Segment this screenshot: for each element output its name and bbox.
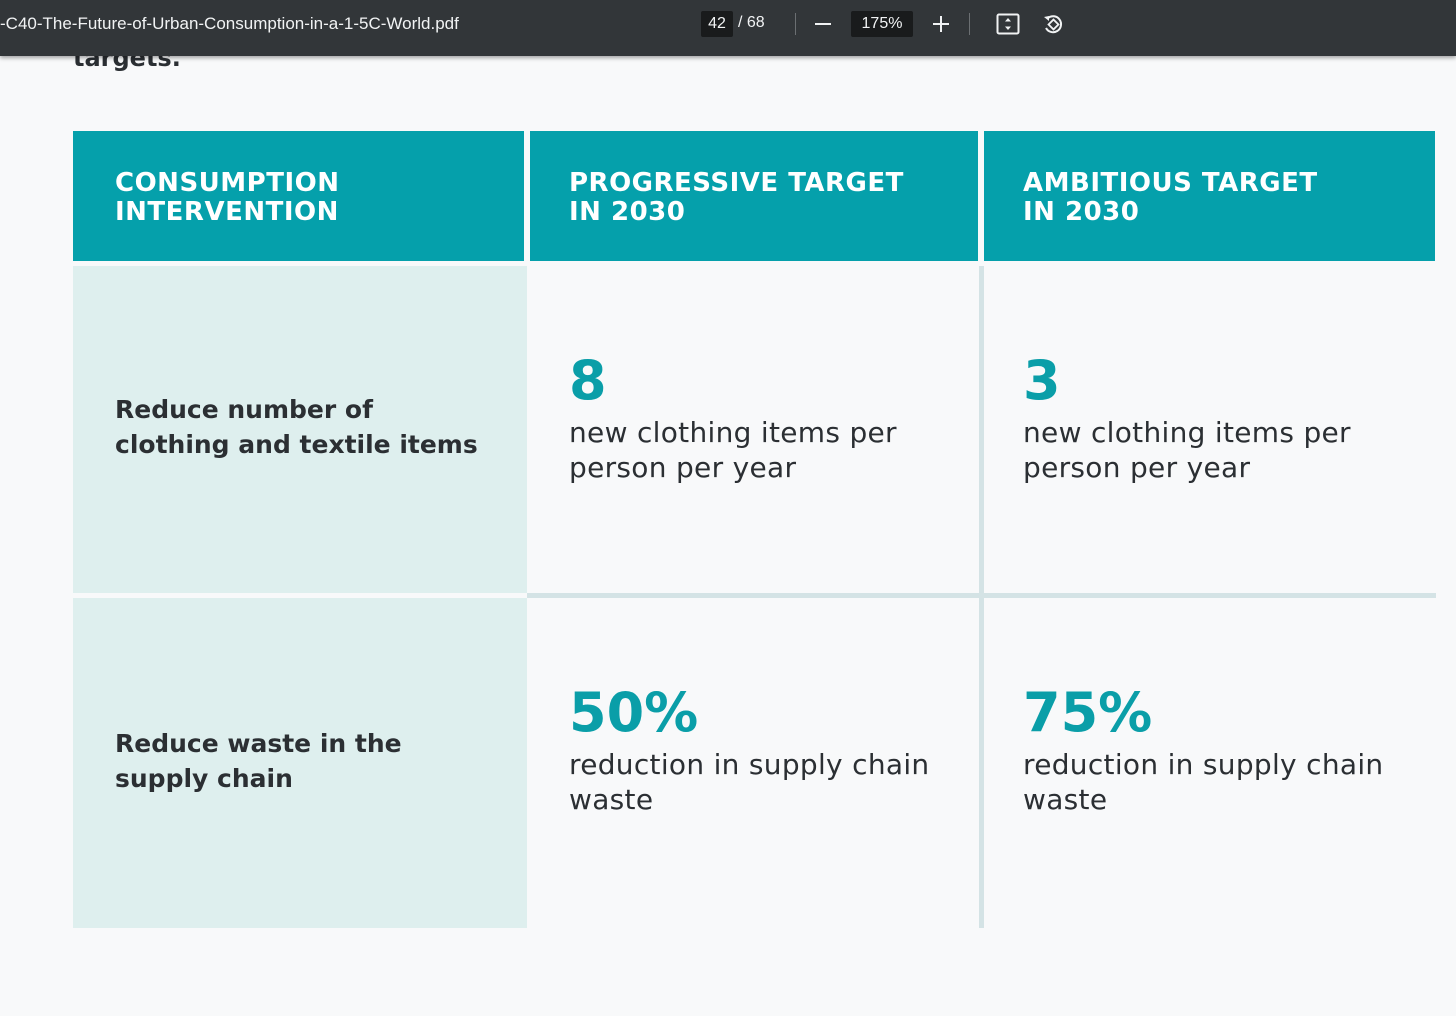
table-row-2-intervention: Reduce waste in the supply chain xyxy=(73,598,527,928)
ambitious-value: 75% xyxy=(1023,681,1153,744)
pdf-toolbar: -C40-The-Future-of-Urban-Consumption-in-… xyxy=(0,0,1456,56)
toolbar-separator xyxy=(795,13,796,35)
zoom-out-icon xyxy=(815,23,831,25)
rotate-icon xyxy=(1044,15,1063,34)
ambitious-desc: reduction in supply chain waste xyxy=(1023,748,1384,816)
table-row-1-intervention: Reduce number of clothing and textile it… xyxy=(73,266,527,593)
zoom-input[interactable]: 175% xyxy=(851,11,913,37)
page-total: / 68 xyxy=(738,14,765,31)
header-line: INTERVENTION xyxy=(115,197,339,227)
intervention-label: Reduce number of clothing and textile it… xyxy=(115,394,478,459)
header-ambitious-target: AMBITIOUS TARGET IN 2030 xyxy=(984,131,1435,261)
ambitious-desc: new clothing items per person per year xyxy=(1023,415,1351,484)
zoom-out-button[interactable] xyxy=(807,8,839,40)
intervention-label: Reduce waste in the supply chain xyxy=(115,729,402,793)
ambitious-value: 3 xyxy=(1023,348,1061,412)
table-divider-horizontal xyxy=(527,593,1436,598)
header-consumption-intervention: CONSUMPTION INTERVENTION xyxy=(73,131,524,261)
table-row-1-progressive: 8 new clothing items per person per year xyxy=(527,266,979,593)
table-row-2-ambitious: 75% reduction in supply chain waste xyxy=(984,598,1436,928)
header-line: CONSUMPTION xyxy=(115,168,340,198)
header-line: IN 2030 xyxy=(569,197,686,227)
table-row-1-ambitious: 3 new clothing items per person per year xyxy=(984,266,1436,593)
header-progressive-target: PROGRESSIVE TARGET IN 2030 xyxy=(530,131,978,261)
page-number-input[interactable]: 42 xyxy=(701,11,733,37)
fit-page-icon xyxy=(996,13,1020,35)
table-row-2-progressive: 50% reduction in supply chain waste xyxy=(527,598,979,928)
progressive-desc: new clothing items per person per year xyxy=(569,415,897,484)
toolbar-separator xyxy=(969,13,970,35)
header-line: IN 2030 xyxy=(1023,197,1140,227)
fit-page-button[interactable] xyxy=(992,8,1024,40)
header-line: PROGRESSIVE TARGET xyxy=(569,168,904,198)
progressive-desc: reduction in supply chain waste xyxy=(569,748,930,816)
zoom-in-icon xyxy=(933,16,949,32)
rotate-button[interactable] xyxy=(1037,8,1069,40)
zoom-in-button[interactable] xyxy=(925,8,957,40)
header-line: AMBITIOUS TARGET xyxy=(1023,168,1318,198)
document-title: -C40-The-Future-of-Urban-Consumption-in-… xyxy=(0,14,459,33)
progressive-value: 50% xyxy=(569,681,699,744)
progressive-value: 8 xyxy=(569,348,607,412)
